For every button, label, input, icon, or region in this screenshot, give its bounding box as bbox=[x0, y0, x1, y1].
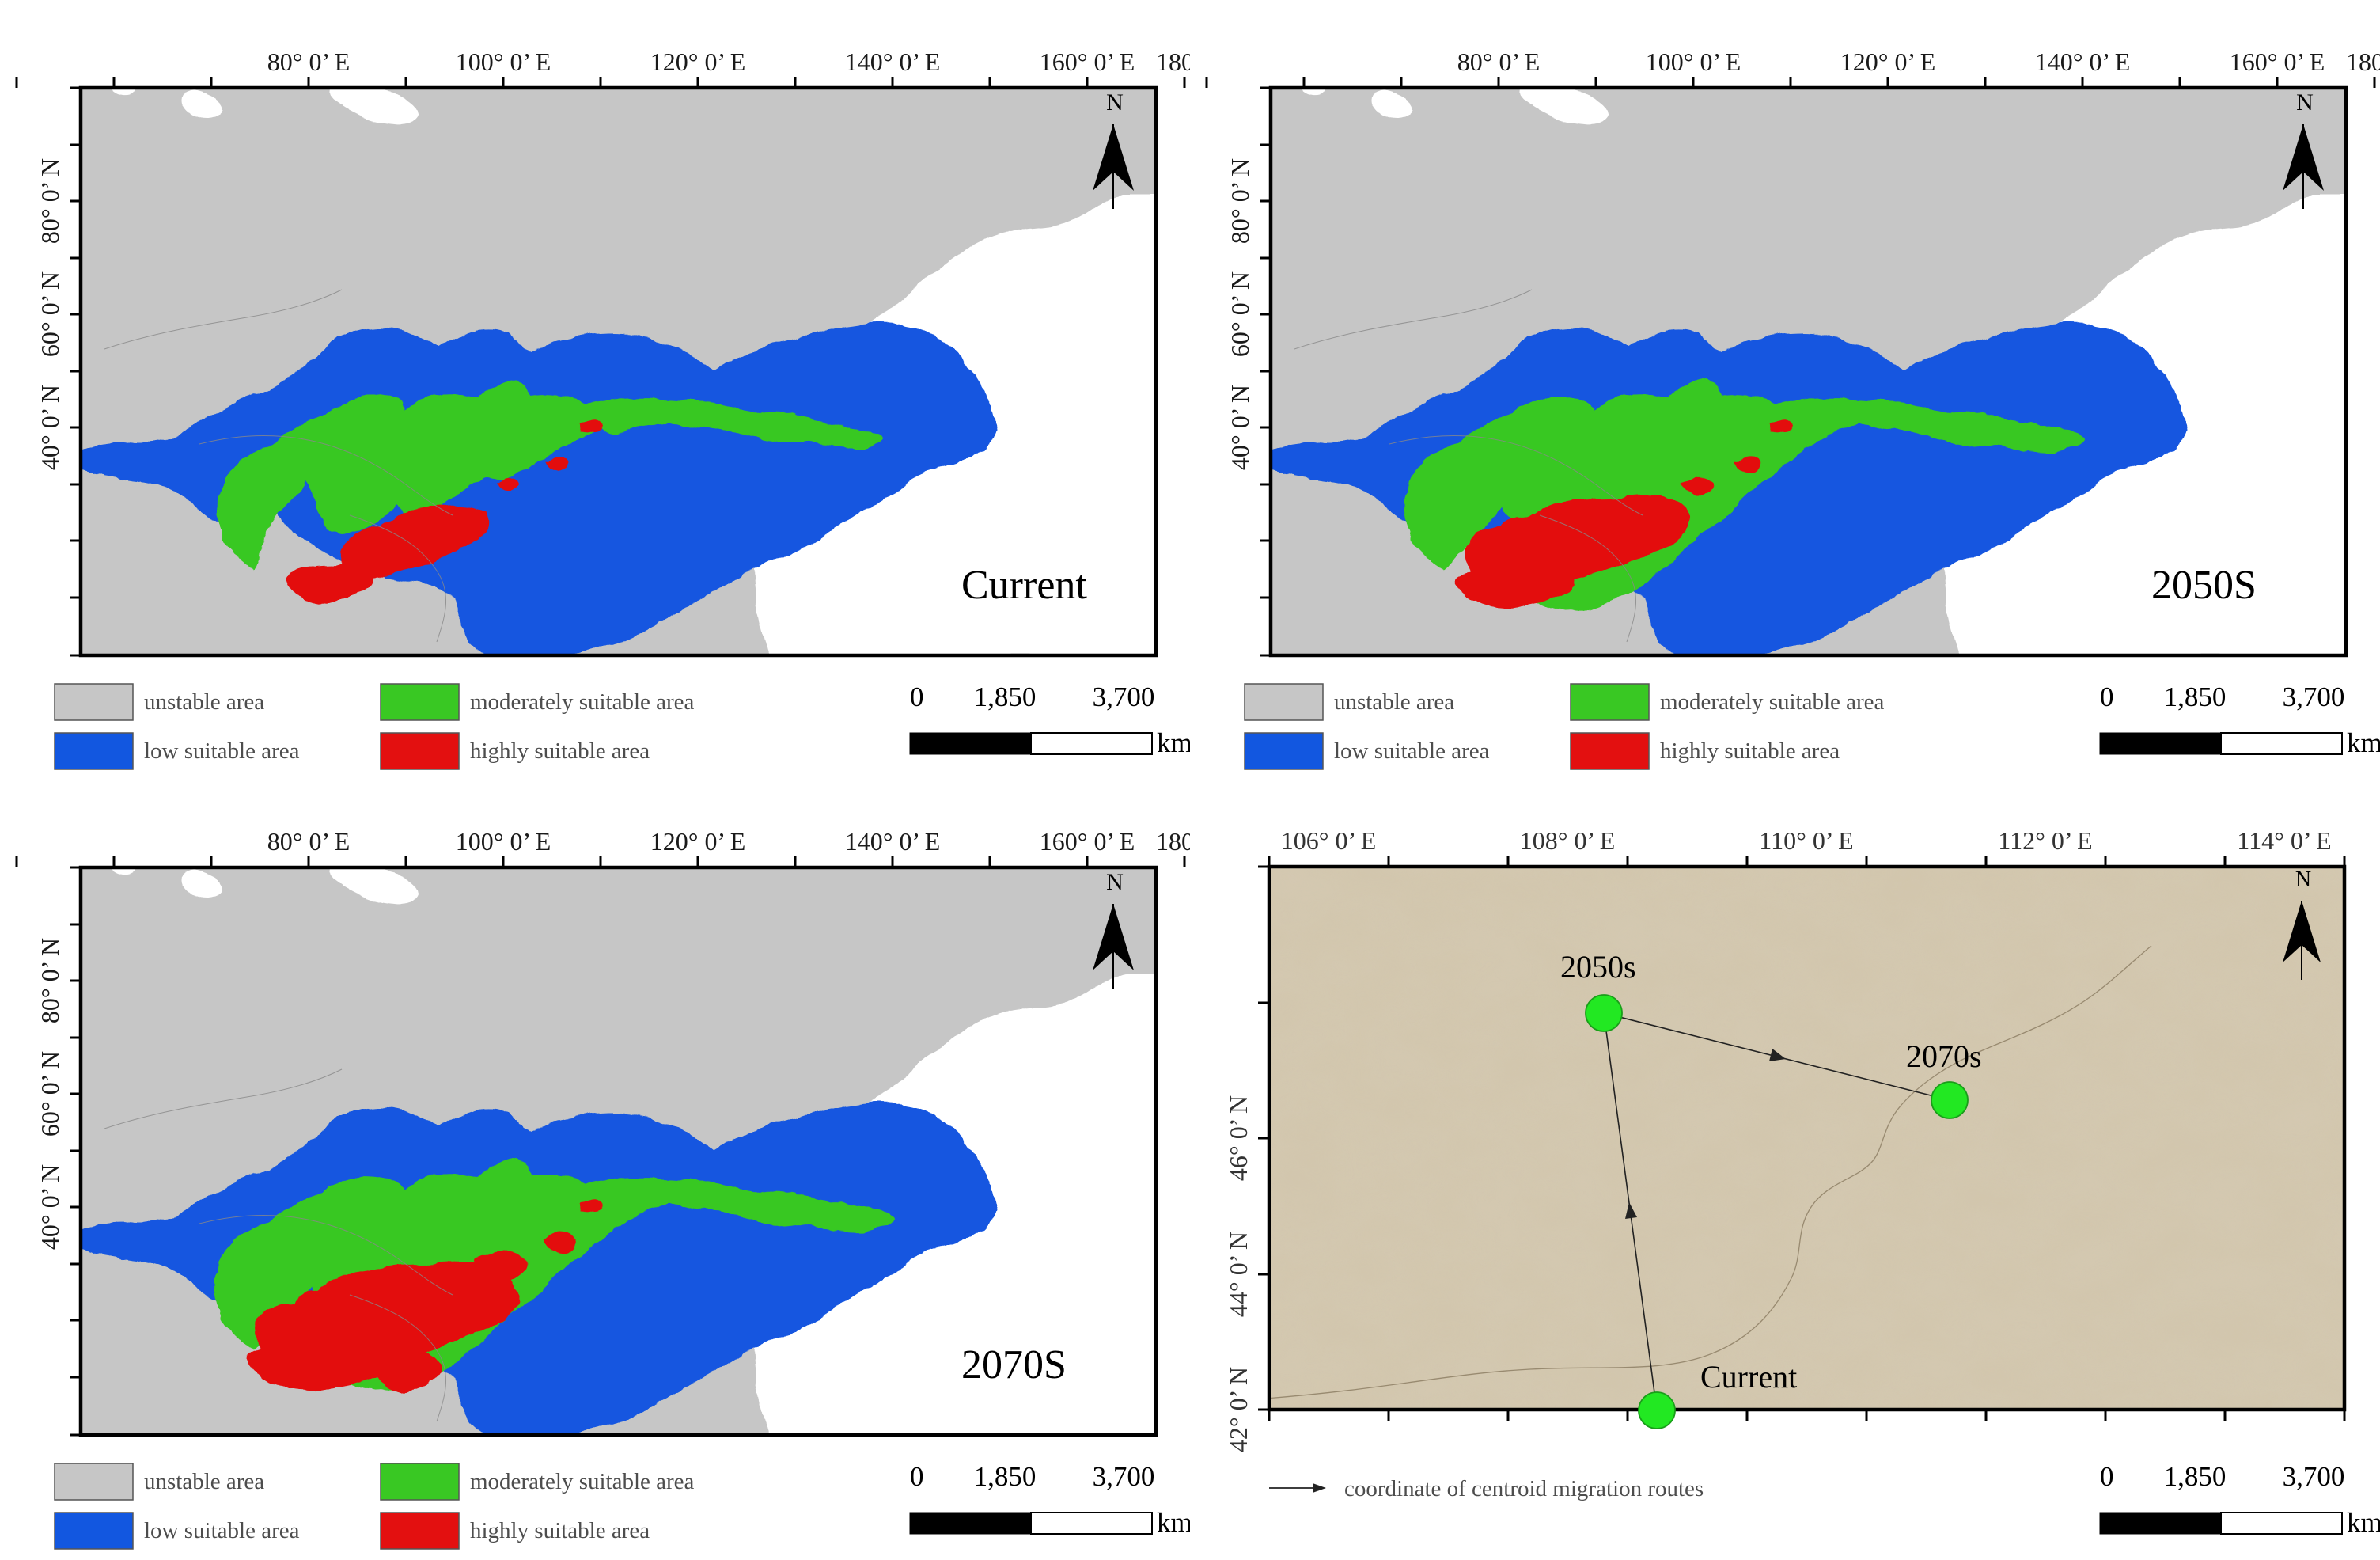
svg-text:unstable area: unstable area bbox=[144, 689, 264, 715]
svg-text:180° 0’: 180° 0’ bbox=[1156, 47, 1190, 76]
svg-text:40° 0’ N: 40° 0’ N bbox=[36, 1164, 64, 1250]
svg-text:1,850: 1,850 bbox=[974, 1461, 1037, 1492]
svg-text:108° 0’ E: 108° 0’ E bbox=[1520, 826, 1616, 855]
svg-text:3,700: 3,700 bbox=[1093, 681, 1155, 712]
svg-text:1,850: 1,850 bbox=[2164, 681, 2227, 712]
svg-text:0: 0 bbox=[2100, 681, 2114, 712]
svg-text:highly suitable area: highly suitable area bbox=[1660, 738, 1840, 764]
svg-text:140° 0’ E: 140° 0’ E bbox=[845, 827, 941, 856]
svg-text:100° 0’ E: 100° 0’ E bbox=[1646, 47, 1741, 76]
svg-text:114° 0’ E: 114° 0’ E bbox=[2237, 826, 2331, 855]
svg-text:100° 0’ E: 100° 0’ E bbox=[456, 827, 551, 856]
svg-text:120° 0’ E: 120° 0’ E bbox=[650, 827, 746, 856]
svg-text:180° 0’: 180° 0’ bbox=[2346, 47, 2380, 76]
svg-text:106° 0’ E: 106° 0’ E bbox=[1281, 826, 1377, 855]
svg-text:80° 0’ N: 80° 0’ N bbox=[36, 938, 64, 1023]
svg-text:3,700: 3,700 bbox=[2283, 681, 2345, 712]
svg-text:Current: Current bbox=[961, 563, 1087, 608]
svg-text:low suitable area: low suitable area bbox=[1334, 738, 1490, 764]
svg-text:60° 0’ N: 60° 0’ N bbox=[36, 1051, 64, 1137]
svg-text:Current: Current bbox=[1700, 1359, 1797, 1395]
svg-text:km: km bbox=[2347, 1507, 2380, 1538]
svg-text:moderately suitable area: moderately suitable area bbox=[470, 1469, 695, 1494]
svg-text:2050s: 2050s bbox=[1560, 949, 1636, 985]
svg-text:80° 0’ N: 80° 0’ N bbox=[36, 158, 64, 244]
svg-text:0: 0 bbox=[910, 1461, 924, 1492]
svg-text:160° 0’ E: 160° 0’ E bbox=[1040, 47, 1135, 76]
svg-text:60° 0’ N: 60° 0’ N bbox=[1226, 271, 1254, 357]
svg-text:42° 0’ N: 42° 0’ N bbox=[1224, 1367, 1253, 1452]
svg-text:moderately suitable area: moderately suitable area bbox=[1660, 689, 1885, 715]
svg-text:110° 0’ E: 110° 0’ E bbox=[1759, 826, 1853, 855]
svg-text:highly suitable area: highly suitable area bbox=[470, 738, 650, 764]
svg-text:0: 0 bbox=[2100, 1461, 2114, 1492]
svg-text:1,850: 1,850 bbox=[2164, 1461, 2227, 1492]
svg-text:unstable area: unstable area bbox=[1334, 689, 1454, 715]
svg-text:N: N bbox=[2295, 867, 2311, 892]
svg-text:44° 0’ N: 44° 0’ N bbox=[1224, 1232, 1253, 1317]
svg-text:40° 0’ N: 40° 0’ N bbox=[36, 385, 64, 470]
svg-text:80° 0’ N: 80° 0’ N bbox=[1226, 158, 1254, 244]
svg-text:1,850: 1,850 bbox=[974, 681, 1037, 712]
svg-text:2070s: 2070s bbox=[1906, 1038, 1982, 1074]
svg-text:160° 0’ E: 160° 0’ E bbox=[1040, 827, 1135, 856]
svg-text:km: km bbox=[2347, 727, 2380, 758]
svg-text:2070S: 2070S bbox=[961, 1342, 1067, 1387]
svg-text:80° 0’ E: 80° 0’ E bbox=[1457, 47, 1541, 76]
svg-text:N: N bbox=[2296, 89, 2314, 116]
svg-text:140° 0’ E: 140° 0’ E bbox=[845, 47, 941, 76]
svg-text:40° 0’ N: 40° 0’ N bbox=[1226, 385, 1254, 470]
svg-text:80° 0’ E: 80° 0’ E bbox=[267, 47, 351, 76]
svg-text:0: 0 bbox=[910, 681, 924, 712]
svg-text:140° 0’ E: 140° 0’ E bbox=[2035, 47, 2131, 76]
svg-text:N: N bbox=[1106, 89, 1124, 116]
svg-text:coordinate of centroid migrati: coordinate of centroid migration routes bbox=[1344, 1476, 1704, 1501]
svg-text:km: km bbox=[1157, 1507, 1190, 1538]
svg-text:80° 0’ E: 80° 0’ E bbox=[267, 827, 351, 856]
svg-text:low suitable area: low suitable area bbox=[144, 738, 300, 764]
svg-text:low suitable area: low suitable area bbox=[144, 1518, 300, 1543]
svg-text:2050S: 2050S bbox=[2151, 563, 2257, 608]
svg-text:highly suitable area: highly suitable area bbox=[470, 1518, 650, 1543]
svg-text:3,700: 3,700 bbox=[1093, 1461, 1155, 1492]
svg-text:moderately suitable area: moderately suitable area bbox=[470, 689, 695, 715]
svg-text:112° 0’ E: 112° 0’ E bbox=[1998, 826, 2092, 855]
svg-text:3,700: 3,700 bbox=[2283, 1461, 2345, 1492]
svg-text:120° 0’ E: 120° 0’ E bbox=[650, 47, 746, 76]
svg-text:160° 0’ E: 160° 0’ E bbox=[2230, 47, 2325, 76]
svg-text:60° 0’ N: 60° 0’ N bbox=[36, 271, 64, 357]
svg-text:100° 0’ E: 100° 0’ E bbox=[456, 47, 551, 76]
svg-text:unstable area: unstable area bbox=[144, 1469, 264, 1494]
svg-text:46° 0’ N: 46° 0’ N bbox=[1224, 1095, 1253, 1181]
svg-text:120° 0’ E: 120° 0’ E bbox=[1840, 47, 1936, 76]
svg-text:180° 0’: 180° 0’ bbox=[1156, 827, 1190, 856]
svg-text:km: km bbox=[1157, 727, 1190, 758]
svg-text:N: N bbox=[1106, 869, 1124, 895]
